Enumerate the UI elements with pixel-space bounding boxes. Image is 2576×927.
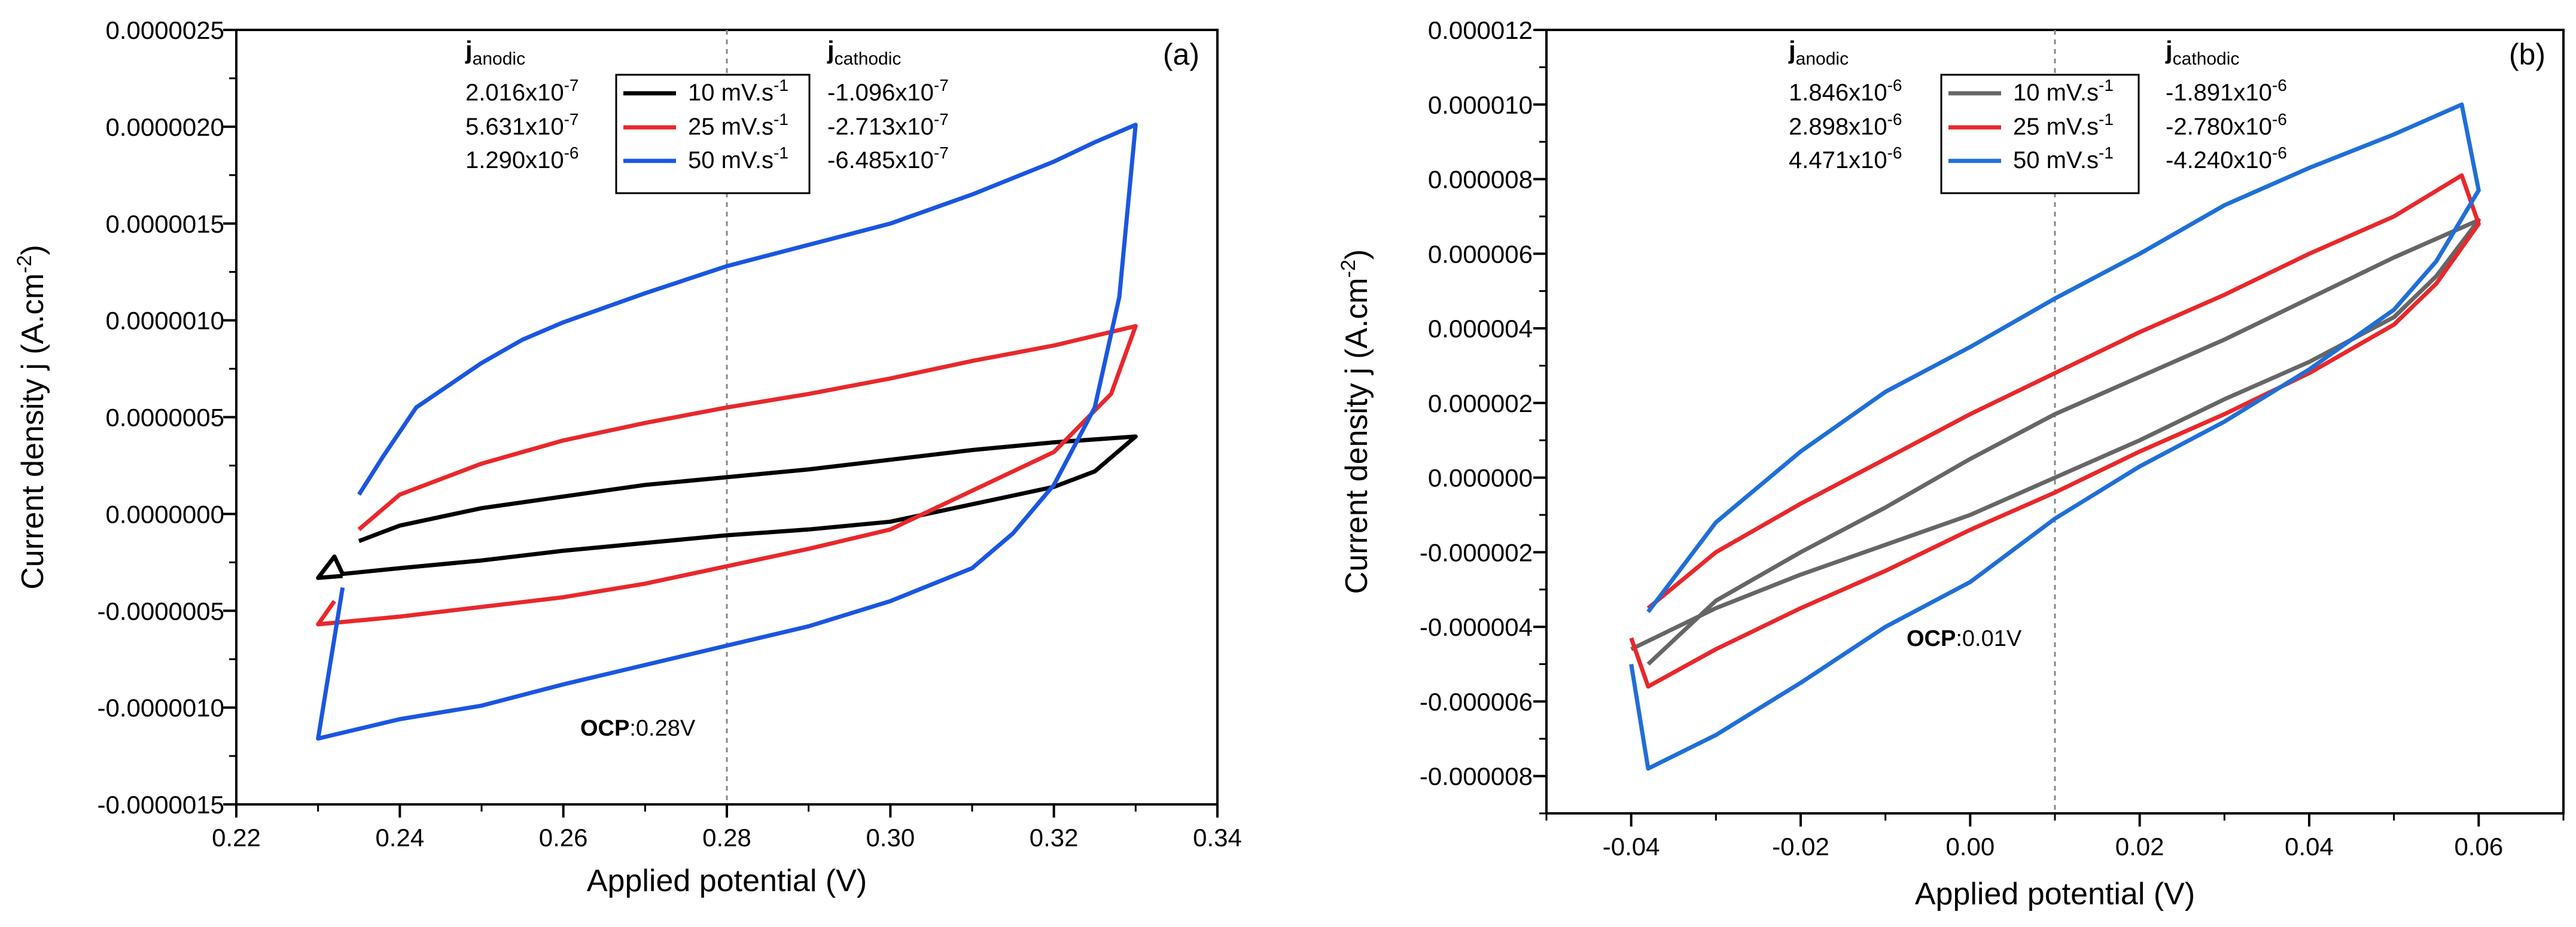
y-tick-label: 0.0000015 — [105, 210, 224, 238]
x-tick-label: 0.22 — [212, 824, 261, 852]
x-tick-label: 0.26 — [539, 824, 588, 852]
cathodic-header: jcathodic — [2165, 36, 2239, 69]
anodic-value: 2.016x10-7 — [465, 76, 579, 106]
cathodic-value: -4.240x10-6 — [2166, 144, 2287, 173]
series-line-1 — [1629, 173, 2481, 689]
y-tick-label: 0.0000020 — [105, 113, 224, 141]
series-line-0 — [1630, 218, 2481, 666]
y-tick-label: 0.000006 — [1428, 240, 1533, 268]
cathodic-value: -2.780x10-6 — [2166, 110, 2287, 140]
y-tick-label: 0.000010 — [1428, 91, 1533, 119]
series-line-2 — [316, 123, 1138, 741]
panel-label: (a) — [1163, 38, 1199, 71]
anodic-value: 4.471x10-6 — [1789, 144, 1902, 173]
anodic-header: janodic — [1788, 36, 1849, 69]
legend-label: 25 mV.s-1 — [688, 110, 788, 140]
panel-b: -0.04 -0.02 0.00 0.02 0.04 0.06 -0.000008 -0.00… — [1337, 16, 2565, 911]
x-tick-label: 0.24 — [375, 824, 424, 852]
series-line-2 — [1629, 102, 2481, 771]
y-tick-label: 0.0000010 — [105, 307, 224, 335]
cathodic-value: -6.485x10-7 — [827, 144, 949, 173]
x-tick-label: 0.00 — [1945, 833, 1995, 861]
anodic-header: janodic — [465, 36, 525, 69]
y-tick-label: 0.000000 — [1428, 464, 1533, 492]
anodic-value: 1.290x10-6 — [465, 144, 579, 173]
x-tick-label: 0.34 — [1193, 824, 1242, 852]
cathodic-header: jcathodic — [827, 36, 901, 69]
y-tick-label: 0.000002 — [1428, 389, 1533, 417]
y-tick-label: -0.0000005 — [97, 597, 224, 625]
y-tick-label: 0.000008 — [1428, 166, 1533, 194]
panel-a: 0.22 0.24 0.26 0.28 0.30 0.32 0.34 -0.0000015 -0… — [13, 16, 1242, 898]
cathodic-value: -2.713x10-7 — [827, 110, 949, 140]
legend-label: 10 mV.s-1 — [2013, 76, 2114, 106]
y-tick-label: 0.0000000 — [105, 500, 224, 528]
anodic-value: 2.898x10-6 — [1789, 110, 1902, 140]
y-axis-label: Current density j (A.cm-2) — [13, 245, 50, 589]
x-tick-label: -0.02 — [1772, 833, 1829, 861]
x-tick-label: 0.06 — [2454, 833, 2503, 861]
cathodic-value: -1.096x10-7 — [827, 76, 949, 106]
x-tick-label: 0.30 — [866, 824, 915, 852]
ocp-label: OCP:0.01V — [1907, 626, 2022, 651]
anodic-value: 1.846x10-6 — [1789, 76, 1902, 106]
y-tick-label: -0.000008 — [1420, 763, 1533, 791]
series-line-1 — [316, 324, 1138, 627]
legend-label: 10 mV.s-1 — [688, 76, 788, 106]
y-tick-label: -0.000006 — [1420, 688, 1533, 716]
legend-label: 50 mV.s-1 — [688, 144, 788, 173]
y-tick-label: 0.000004 — [1428, 315, 1533, 343]
x-tick-label: 0.28 — [702, 824, 751, 852]
cathodic-value: -1.891x10-6 — [2166, 76, 2287, 106]
legend-label: 50 mV.s-1 — [2013, 144, 2114, 173]
ocp-label: OCP:0.28V — [580, 716, 696, 741]
x-tick-label: -0.04 — [1603, 833, 1660, 861]
y-tick-label: -0.000004 — [1420, 613, 1533, 641]
y-tick-label: 0.0000005 — [105, 404, 224, 432]
x-tick-label: 0.02 — [2115, 833, 2164, 861]
x-tick-label: 0.32 — [1030, 824, 1079, 852]
y-tick-label: -0.000002 — [1420, 538, 1533, 566]
anodic-value: 5.631x10-7 — [465, 110, 579, 140]
x-tick-label: 0.04 — [2285, 833, 2334, 861]
legend-label: 25 mV.s-1 — [2013, 110, 2114, 140]
y-tick-label: -0.0000015 — [97, 791, 224, 819]
y-tick-label: -0.0000010 — [97, 694, 224, 722]
y-tick-label: 0.0000025 — [105, 16, 224, 44]
x-axis-label: Applied potential (V) — [587, 864, 867, 898]
y-tick-label: 0.000012 — [1428, 16, 1533, 44]
y-axis-label: Current density j (A.cm-2) — [1337, 249, 1374, 594]
x-axis-label: Applied potential (V) — [1915, 877, 2195, 911]
panel-label: (b) — [2509, 38, 2545, 71]
